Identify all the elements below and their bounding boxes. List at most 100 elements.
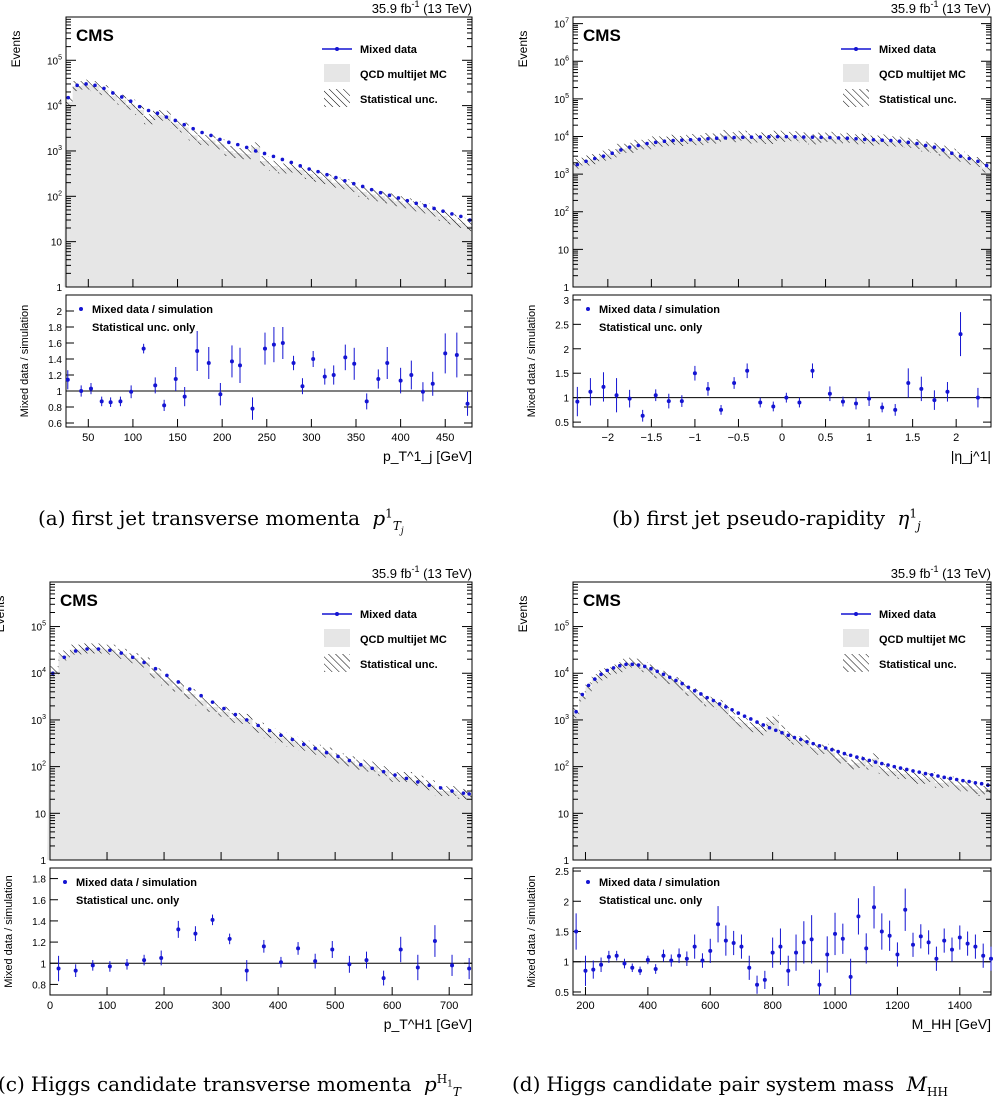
stat-unc-band <box>286 736 299 747</box>
stat-unc-band <box>218 706 230 717</box>
data-point <box>343 178 347 183</box>
data-point <box>823 746 828 750</box>
data-point <box>233 712 238 717</box>
data-point <box>199 693 203 698</box>
legend-unc-swatch <box>324 654 350 672</box>
x-tick-label: 1000 <box>823 1000 847 1012</box>
y-tick-label: 10 <box>51 238 63 249</box>
stat-unc-band <box>922 773 929 784</box>
data-point <box>674 678 678 683</box>
ratio-point <box>797 400 802 405</box>
mc-histogram <box>573 662 991 860</box>
stat-unc-band <box>704 696 711 707</box>
data-point <box>836 136 841 140</box>
ratio-point <box>856 914 861 919</box>
stat-unc-band <box>928 771 935 782</box>
stat-unc-band <box>872 753 879 764</box>
data-point <box>811 741 815 746</box>
data-point <box>84 82 88 86</box>
stat-unc-band <box>161 675 173 686</box>
x-tick-label: 250 <box>258 432 276 444</box>
cms-label: CMS <box>76 26 114 45</box>
stat-unc-band <box>340 179 350 190</box>
stat-unc-band <box>764 133 774 144</box>
ratio-point <box>193 931 198 936</box>
data-point <box>915 141 919 146</box>
data-point <box>307 167 311 171</box>
ratio-legend-label: Mixed data / simulation <box>92 304 213 316</box>
data-point <box>93 83 97 88</box>
data-point <box>942 775 947 780</box>
data-point <box>432 206 436 211</box>
ratio-y-tick-label: 2.5 <box>555 867 569 878</box>
legend-unc-label: Statistical unc. <box>879 659 957 671</box>
data-point <box>182 122 187 127</box>
data-point <box>325 172 329 177</box>
data-point <box>801 135 806 139</box>
ratio-point <box>244 968 249 973</box>
ratio-point <box>238 363 242 368</box>
ratio-point <box>108 400 113 405</box>
ratio-point <box>630 965 635 970</box>
ratio-point <box>606 954 611 959</box>
y-tick-label: 103 <box>554 714 569 727</box>
data-point <box>605 668 610 673</box>
data-point <box>680 681 684 686</box>
data-point <box>861 756 865 761</box>
ratio-point <box>311 357 316 361</box>
x-tick-label: 450 <box>436 432 454 444</box>
data-point <box>655 669 660 674</box>
data-point <box>636 663 641 667</box>
ratio-point <box>778 944 783 949</box>
stat-unc-band <box>685 685 692 696</box>
ratio-point <box>810 368 815 373</box>
data-point <box>218 137 222 142</box>
ratio-legend-marker <box>79 307 83 311</box>
ratio-point <box>887 933 892 938</box>
stat-unc-band <box>385 193 394 204</box>
y-tick-label: 103 <box>554 168 569 181</box>
caption-a: (a) first jet transverse momenta p1Tj <box>38 506 404 536</box>
ratio-point <box>692 944 697 949</box>
data-point <box>627 145 632 149</box>
data-point <box>370 766 375 771</box>
stat-unc-band <box>438 210 448 221</box>
legend-mc-label: QCD multijet MC <box>879 634 966 646</box>
data-point <box>378 190 383 195</box>
cms-label: CMS <box>583 26 621 45</box>
caption-d-label: (d) <box>512 1072 541 1096</box>
x-tick-label: 100 <box>98 1000 116 1012</box>
ratio-point <box>376 377 381 381</box>
data-point <box>358 762 363 767</box>
stat-unc-band <box>263 728 276 739</box>
ratio-y-tick-label: 0.5 <box>555 988 569 999</box>
stat-unc-band <box>447 214 457 225</box>
ratio-y-tick-label: 1.8 <box>32 875 46 886</box>
data-point <box>705 695 709 700</box>
ratio-y-tick-label: 0.8 <box>32 980 46 991</box>
stat-unc-band <box>153 110 162 121</box>
ratio-point <box>88 386 93 391</box>
caption-b-math: η1j <box>897 506 921 533</box>
data-point <box>200 130 204 135</box>
x-tick-label: 200 <box>576 1000 594 1012</box>
data-point <box>697 137 702 142</box>
x-axis-label: M_HH [GeV] <box>912 1016 991 1032</box>
stat-unc-band <box>172 681 185 692</box>
ratio-point <box>614 393 619 398</box>
data-point <box>102 86 106 91</box>
ratio-point <box>159 955 164 960</box>
ratio-point <box>732 381 737 385</box>
data-point <box>897 139 902 144</box>
stat-unc-band <box>778 725 786 736</box>
stat-unc-band <box>434 786 447 797</box>
data-point <box>923 771 928 776</box>
data-point <box>758 135 763 139</box>
data-point <box>611 666 616 670</box>
data-point <box>351 181 356 186</box>
stat-unc-band <box>897 768 904 779</box>
data-point <box>347 758 352 763</box>
stat-unc-band <box>108 90 118 101</box>
data-point <box>467 792 471 796</box>
data-point <box>575 162 580 167</box>
